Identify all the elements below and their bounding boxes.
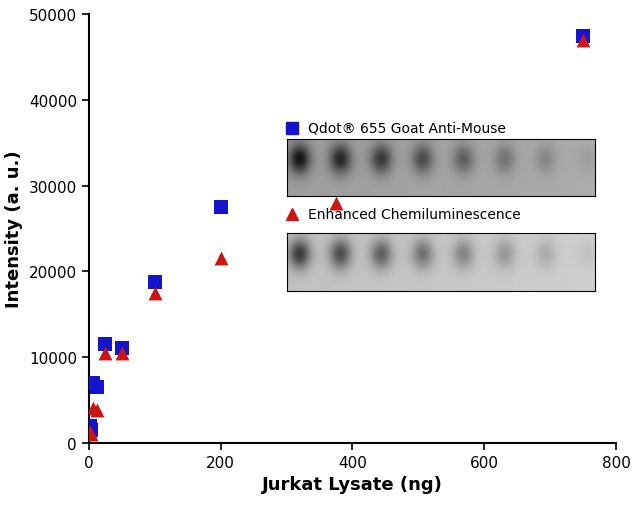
Point	[215, 204, 226, 212]
Point	[100, 341, 110, 349]
Point	[578, 37, 588, 45]
X-axis label: Jurkat Lysate (ng): Jurkat Lysate (ng)	[262, 475, 443, 493]
Point	[84, 429, 95, 437]
Point	[91, 406, 102, 414]
Point	[331, 157, 341, 165]
Point	[215, 255, 226, 263]
Point	[117, 345, 127, 353]
Y-axis label: Intensity (a. u.): Intensity (a. u.)	[5, 150, 23, 308]
Text: Enhanced Chemiluminescence: Enhanced Chemiluminescence	[307, 207, 520, 221]
Text: Qdot® 655 Goat Anti-Mouse: Qdot® 655 Goat Anti-Mouse	[307, 122, 505, 135]
Point	[150, 289, 160, 297]
Point	[117, 349, 127, 357]
Point	[100, 349, 110, 357]
Point	[88, 405, 98, 413]
Point	[86, 426, 96, 434]
Point	[91, 383, 102, 391]
Point	[84, 421, 95, 430]
Point	[88, 379, 98, 387]
Point	[150, 279, 160, 287]
Point	[331, 200, 341, 208]
Point	[578, 33, 588, 41]
Point	[86, 430, 96, 438]
